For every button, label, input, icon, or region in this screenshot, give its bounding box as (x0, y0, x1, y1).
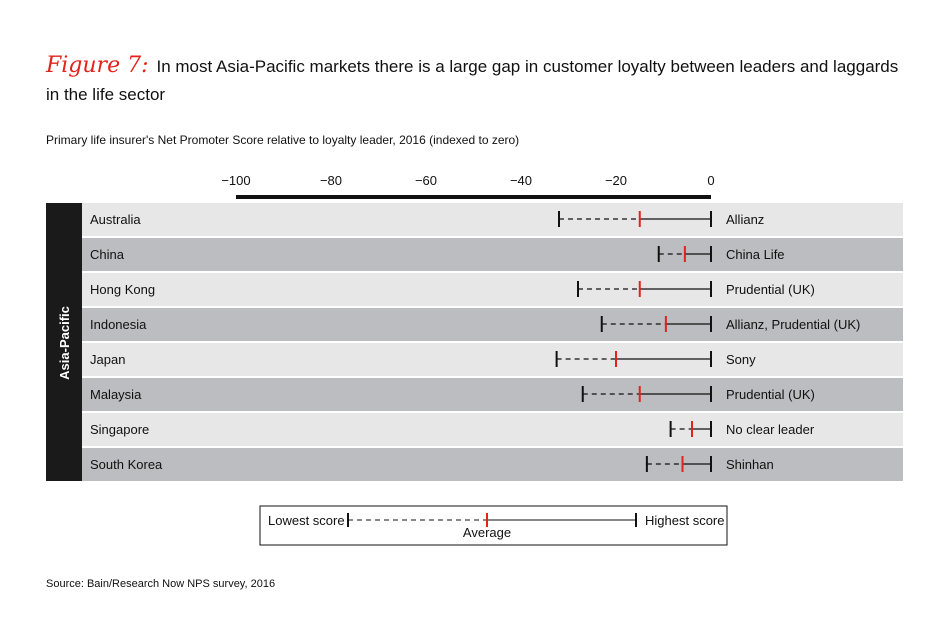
leader-label: Allianz, Prudential (UK) (726, 317, 860, 332)
market-label: Australia (90, 212, 141, 227)
market-label: Singapore (90, 422, 149, 437)
x-tick-label: 0 (707, 173, 714, 188)
row-background (82, 203, 903, 236)
row-background (82, 343, 903, 376)
market-label: Japan (90, 352, 125, 367)
row-background (82, 378, 903, 411)
leader-label: Sony (726, 352, 756, 367)
row-background (82, 448, 903, 481)
market-label: Hong Kong (90, 282, 155, 297)
group-bar (46, 203, 82, 481)
x-tick-label: −80 (320, 173, 342, 188)
market-label: Indonesia (90, 317, 147, 332)
figure-label: Figure 7: (46, 53, 149, 78)
leader-label: No clear leader (726, 422, 815, 437)
legend-highest: Highest score (645, 513, 724, 528)
leader-label: Prudential (UK) (726, 282, 815, 297)
row-background (82, 273, 903, 306)
legend-lowest: Lowest score (268, 513, 345, 528)
title-text: In most Asia-Pacific markets there is a … (46, 57, 899, 104)
figure-title: Figure 7: In most Asia-Pacific markets th… (46, 52, 916, 109)
chart-subtitle: Primary life insurer's Net Promoter Scor… (46, 133, 520, 147)
leader-label: Allianz (726, 212, 764, 227)
row-background (82, 413, 903, 446)
x-tick-label: −100 (221, 173, 250, 188)
row-background (82, 238, 903, 271)
group-label: Asia-Pacific (57, 306, 72, 380)
legend-average: Average (463, 525, 511, 540)
legend-box (259, 505, 728, 546)
leader-label: Shinhan (726, 457, 774, 472)
row-background (82, 308, 903, 341)
market-label: South Korea (90, 457, 163, 472)
x-tick-label: −40 (510, 173, 532, 188)
leader-label: China Life (726, 247, 785, 262)
market-label: Malaysia (90, 387, 142, 402)
leader-label: Prudential (UK) (726, 387, 815, 402)
market-label: China (90, 247, 125, 262)
x-tick-label: −20 (605, 173, 627, 188)
x-tick-label: −60 (415, 173, 437, 188)
source-note: Source: Bain/Research Now NPS survey, 20… (46, 578, 276, 590)
